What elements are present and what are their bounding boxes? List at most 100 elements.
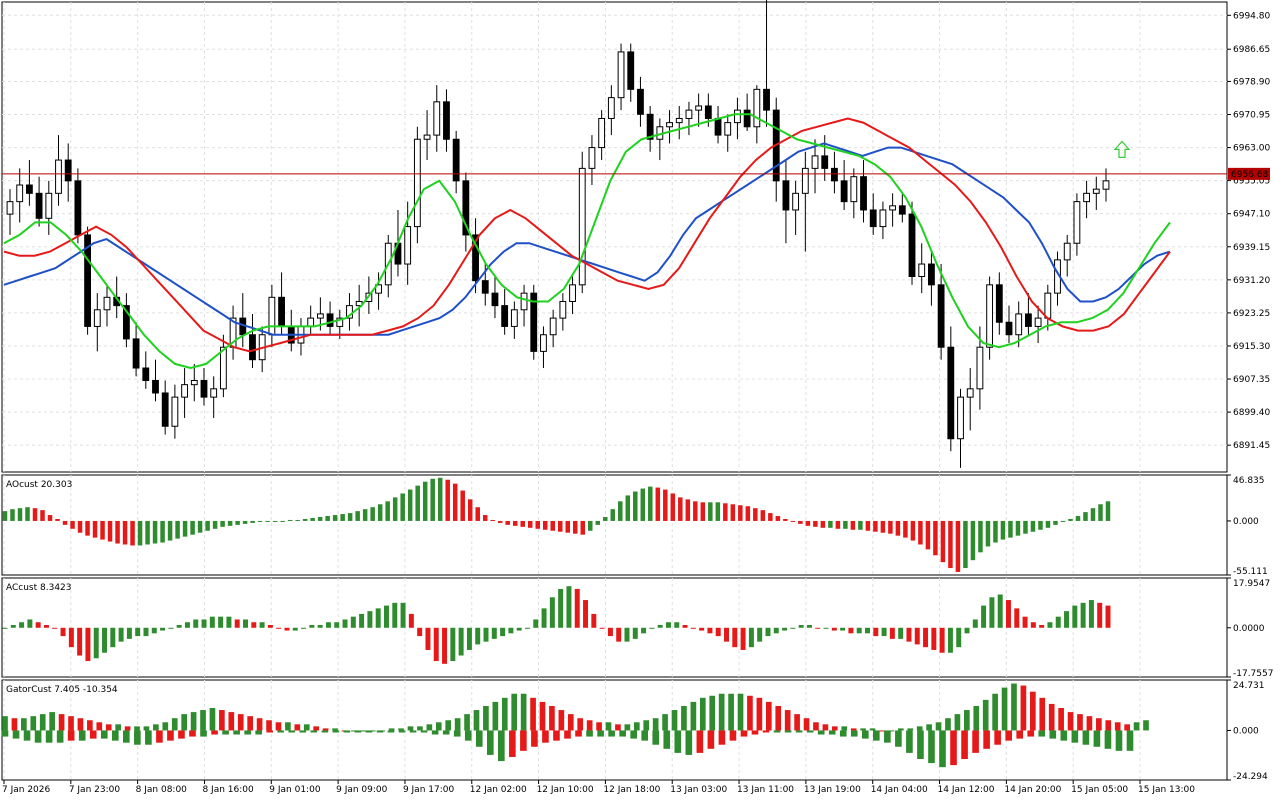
candle[interactable] — [549, 317, 557, 336]
candle[interactable] — [831, 167, 838, 182]
candle[interactable] — [132, 338, 140, 369]
candle[interactable] — [64, 159, 72, 182]
candle[interactable] — [850, 176, 858, 203]
candle[interactable] — [316, 313, 324, 319]
candle[interactable] — [152, 379, 159, 394]
candle[interactable] — [889, 205, 897, 211]
candle[interactable] — [588, 147, 596, 169]
candle[interactable] — [1024, 313, 1032, 327]
candle[interactable] — [103, 296, 111, 311]
candle[interactable] — [1063, 242, 1071, 261]
candle[interactable] — [947, 346, 955, 440]
candle[interactable] — [860, 176, 867, 211]
candle[interactable] — [45, 192, 53, 219]
candle[interactable] — [627, 51, 635, 90]
candle[interactable] — [181, 384, 188, 398]
candle[interactable] — [171, 396, 179, 427]
candle[interactable] — [423, 134, 431, 140]
candle[interactable] — [763, 88, 770, 111]
candle[interactable] — [520, 292, 528, 311]
candle[interactable] — [413, 138, 421, 228]
candle[interactable] — [375, 284, 382, 294]
candle[interactable] — [821, 155, 829, 169]
candle[interactable] — [219, 346, 227, 390]
candle[interactable] — [918, 263, 926, 278]
candle[interactable] — [452, 138, 460, 182]
candle[interactable] — [811, 155, 819, 169]
candle[interactable] — [695, 105, 703, 111]
candle[interactable] — [957, 396, 964, 440]
candle[interactable] — [840, 180, 848, 203]
candle[interactable] — [1102, 180, 1110, 190]
candle[interactable] — [481, 280, 489, 294]
candle[interactable] — [685, 109, 693, 119]
candle[interactable] — [898, 205, 906, 215]
candle[interactable] — [1005, 321, 1013, 336]
candle[interactable] — [501, 305, 509, 327]
candle[interactable] — [491, 292, 499, 307]
candle[interactable] — [84, 234, 92, 327]
candle[interactable] — [210, 388, 218, 398]
candle[interactable] — [540, 334, 547, 352]
candle[interactable] — [869, 209, 877, 228]
candle[interactable] — [1034, 317, 1042, 327]
candle[interactable] — [617, 51, 625, 99]
candle[interactable] — [976, 346, 984, 390]
candle[interactable] — [937, 284, 945, 348]
candle[interactable] — [1083, 192, 1091, 203]
candle[interactable] — [16, 184, 24, 203]
candle[interactable] — [326, 313, 334, 327]
candle[interactable] — [142, 367, 150, 381]
candle[interactable] — [25, 184, 33, 194]
candle[interactable] — [1073, 201, 1081, 244]
candle[interactable] — [743, 109, 751, 128]
candle[interactable] — [801, 167, 809, 194]
candle[interactable] — [704, 105, 712, 119]
candle[interactable] — [637, 88, 644, 115]
candle[interactable] — [74, 180, 82, 236]
candle[interactable] — [530, 292, 538, 352]
candle[interactable] — [472, 234, 479, 282]
candle[interactable] — [268, 296, 276, 336]
candle[interactable] — [753, 88, 761, 128]
candle[interactable] — [792, 192, 800, 211]
candle[interactable] — [278, 296, 285, 327]
candle[interactable] — [510, 309, 518, 327]
candle[interactable] — [782, 180, 790, 211]
candle[interactable] — [161, 392, 169, 427]
candle[interactable] — [607, 97, 615, 119]
candle[interactable] — [404, 226, 412, 265]
candle[interactable] — [93, 309, 101, 327]
candle[interactable] — [1015, 313, 1023, 336]
candle[interactable] — [569, 284, 576, 302]
candle[interactable] — [879, 209, 887, 228]
candle[interactable] — [55, 159, 62, 194]
candle[interactable] — [666, 122, 673, 128]
candle[interactable] — [443, 101, 450, 140]
candle[interactable] — [1092, 188, 1100, 194]
candle[interactable] — [646, 113, 654, 140]
candle[interactable] — [190, 379, 198, 386]
candle[interactable] — [598, 117, 606, 149]
candle[interactable] — [928, 263, 935, 286]
candle[interactable] — [675, 117, 683, 124]
candle[interactable] — [734, 109, 741, 124]
candle[interactable] — [908, 213, 916, 278]
candle[interactable] — [995, 284, 1003, 323]
candle[interactable] — [462, 180, 470, 236]
candle[interactable] — [1044, 292, 1052, 319]
candle[interactable] — [122, 305, 130, 340]
candle[interactable] — [724, 122, 732, 136]
candle[interactable] — [336, 317, 344, 327]
candle[interactable] — [966, 388, 974, 398]
candle[interactable] — [433, 101, 441, 136]
candle[interactable] — [714, 117, 722, 136]
candle[interactable] — [986, 284, 994, 348]
candle[interactable] — [578, 167, 586, 286]
candle[interactable] — [307, 317, 315, 327]
candle[interactable] — [200, 379, 208, 398]
candle[interactable] — [35, 192, 43, 219]
candle[interactable] — [559, 300, 567, 319]
